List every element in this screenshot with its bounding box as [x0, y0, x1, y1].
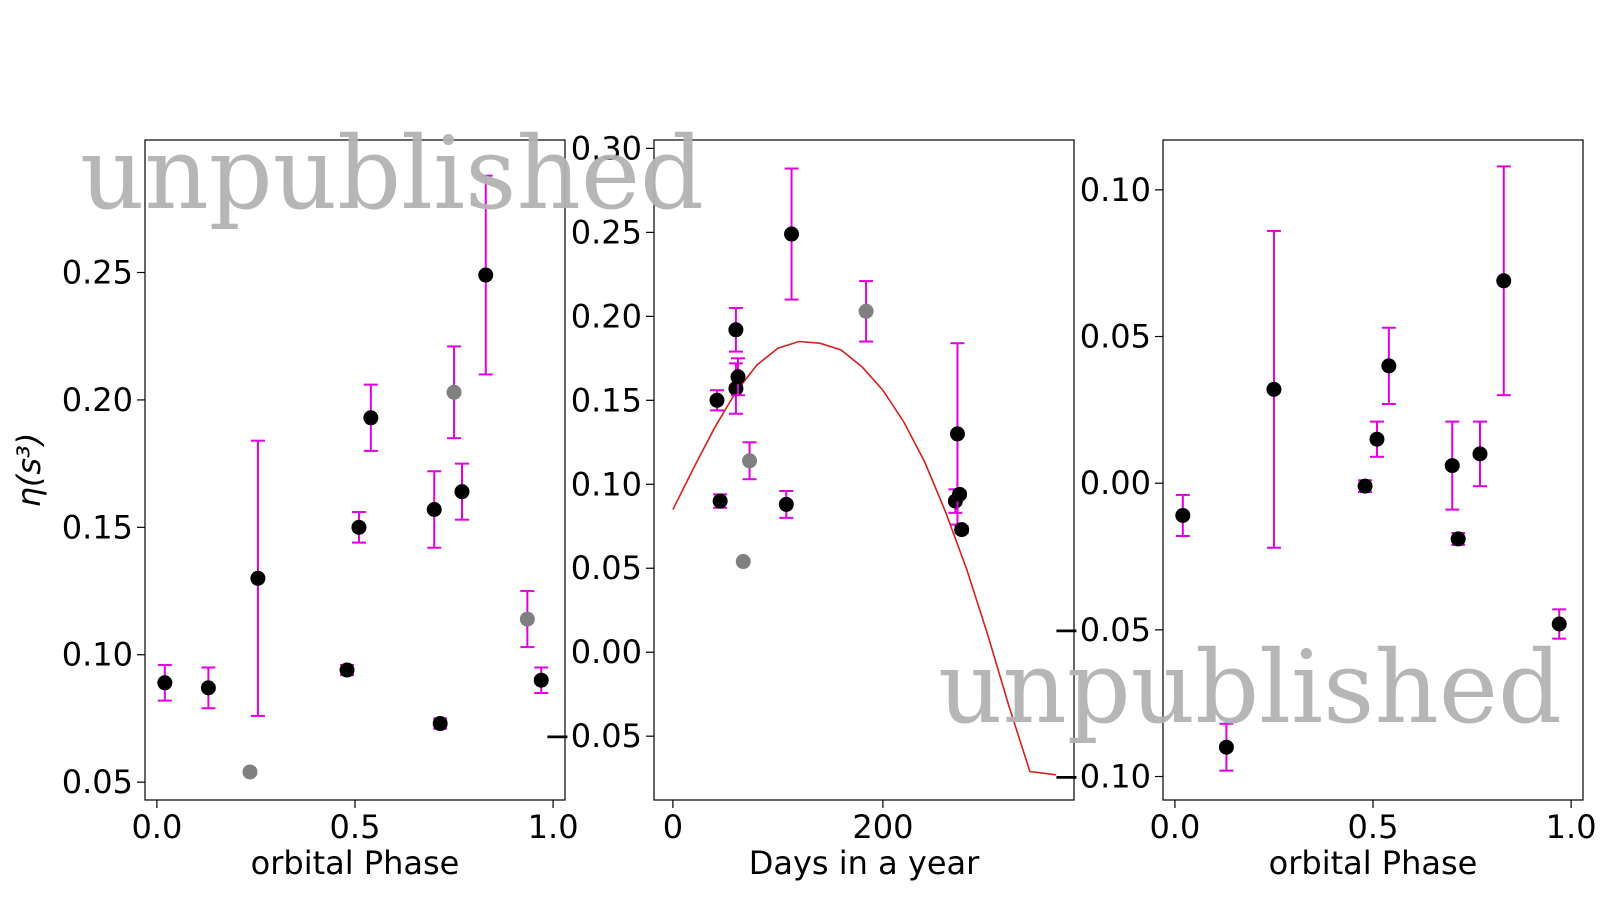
data-point	[778, 496, 794, 512]
data-point	[454, 484, 470, 500]
data-point	[709, 392, 725, 408]
data-point	[426, 501, 442, 517]
y-tick-label: −0.05	[544, 717, 642, 755]
y-tick-label: 0.25	[62, 254, 133, 292]
y-tick-label: 0.20	[62, 381, 133, 419]
plot-area	[672, 167, 1057, 776]
data-point	[1472, 446, 1488, 462]
data-point	[728, 322, 744, 338]
data-point-excluded	[742, 453, 758, 469]
y-axis-label: η(s³)	[10, 433, 48, 508]
data-point	[1266, 381, 1282, 397]
y-tick-label: 0.05	[1080, 318, 1151, 356]
panel-1: 0.0 0.5 1.0 0.05 0.10 0.15 0.20 0.25 orbital Pha…	[10, 139, 579, 882]
data-point-excluded	[242, 764, 258, 780]
y-tick-label: 0.20	[571, 297, 642, 335]
data-point	[954, 522, 970, 538]
data-point	[1369, 431, 1385, 447]
x-axis-label: orbital Phase	[251, 844, 460, 882]
panel-3: 0.0 0.5 1.0 −0.10 −0.05 0.00 0.05 0.10 orbital P…	[1053, 139, 1597, 882]
y-tick-label: −0.10	[1053, 758, 1151, 796]
x-tick-label: 0.0	[1149, 808, 1200, 846]
data-point	[952, 486, 968, 502]
data-point	[730, 369, 746, 385]
data-point	[1381, 358, 1397, 374]
data-point	[351, 519, 367, 535]
data-point	[728, 381, 744, 397]
y-tick-label: 0.05	[571, 549, 642, 587]
y-tick-label: 0.10	[1080, 171, 1151, 209]
data-point	[712, 493, 728, 509]
y-tick-label: 0.05	[62, 763, 133, 801]
y-tick-label: 0.15	[571, 381, 642, 419]
data-point	[1357, 478, 1373, 494]
y-tick-label: 0.00	[571, 633, 642, 671]
x-tick-label: 1.0	[528, 808, 579, 846]
data-point	[339, 662, 355, 678]
data-point-excluded	[858, 303, 874, 319]
chart-panels: 0.0 0.5 1.0 0.05 0.10 0.15 0.20 0.25 orbital Pha…	[10, 129, 1597, 882]
data-point	[949, 426, 965, 442]
data-point	[1444, 458, 1460, 474]
y-tick-label: 0.30	[571, 129, 642, 167]
data-point	[250, 570, 266, 586]
data-point	[157, 675, 173, 691]
x-axis-label: orbital Phase	[1269, 844, 1478, 882]
x-tick-label: 0.0	[131, 808, 182, 846]
data-point	[533, 672, 549, 688]
data-point	[1551, 616, 1567, 632]
x-axis-label: Days in a year	[749, 844, 980, 882]
x-tick-label: 0	[663, 808, 683, 846]
data-point	[784, 226, 800, 242]
y-tick-label: 0.10	[571, 465, 642, 503]
data-point-excluded	[446, 384, 462, 400]
data-point	[363, 410, 379, 426]
data-point	[1450, 531, 1466, 547]
plot-area	[157, 174, 549, 780]
data-point-excluded	[519, 611, 535, 627]
data-point	[1175, 507, 1191, 523]
y-tick-label: −0.05	[1053, 611, 1151, 649]
data-point	[478, 267, 494, 283]
data-point	[432, 716, 448, 732]
axes-frame	[653, 139, 1075, 801]
y-tick-label: 0.10	[62, 636, 133, 674]
x-tick-label: 0.5	[330, 808, 381, 846]
y-tick-label: 0.00	[1080, 464, 1151, 502]
watermark-bottom: unpublished	[938, 629, 1562, 746]
data-point-excluded	[735, 554, 751, 570]
plot-area	[1175, 165, 1567, 772]
panel-2: 0 200 −0.05 0.00 0.05 0.10 0.15 0.20 0.25 0.30 Day…	[544, 129, 1075, 882]
data-point	[200, 680, 216, 696]
y-tick-label: 0.25	[571, 213, 642, 251]
x-tick-label: 1.0	[1546, 808, 1597, 846]
data-point	[1496, 273, 1512, 289]
data-point	[1218, 739, 1234, 755]
y-tick-label: 0.15	[62, 508, 133, 546]
x-tick-label: 0.5	[1348, 808, 1399, 846]
watermark-top: unpublished	[80, 115, 704, 232]
x-tick-label: 200	[852, 808, 913, 846]
